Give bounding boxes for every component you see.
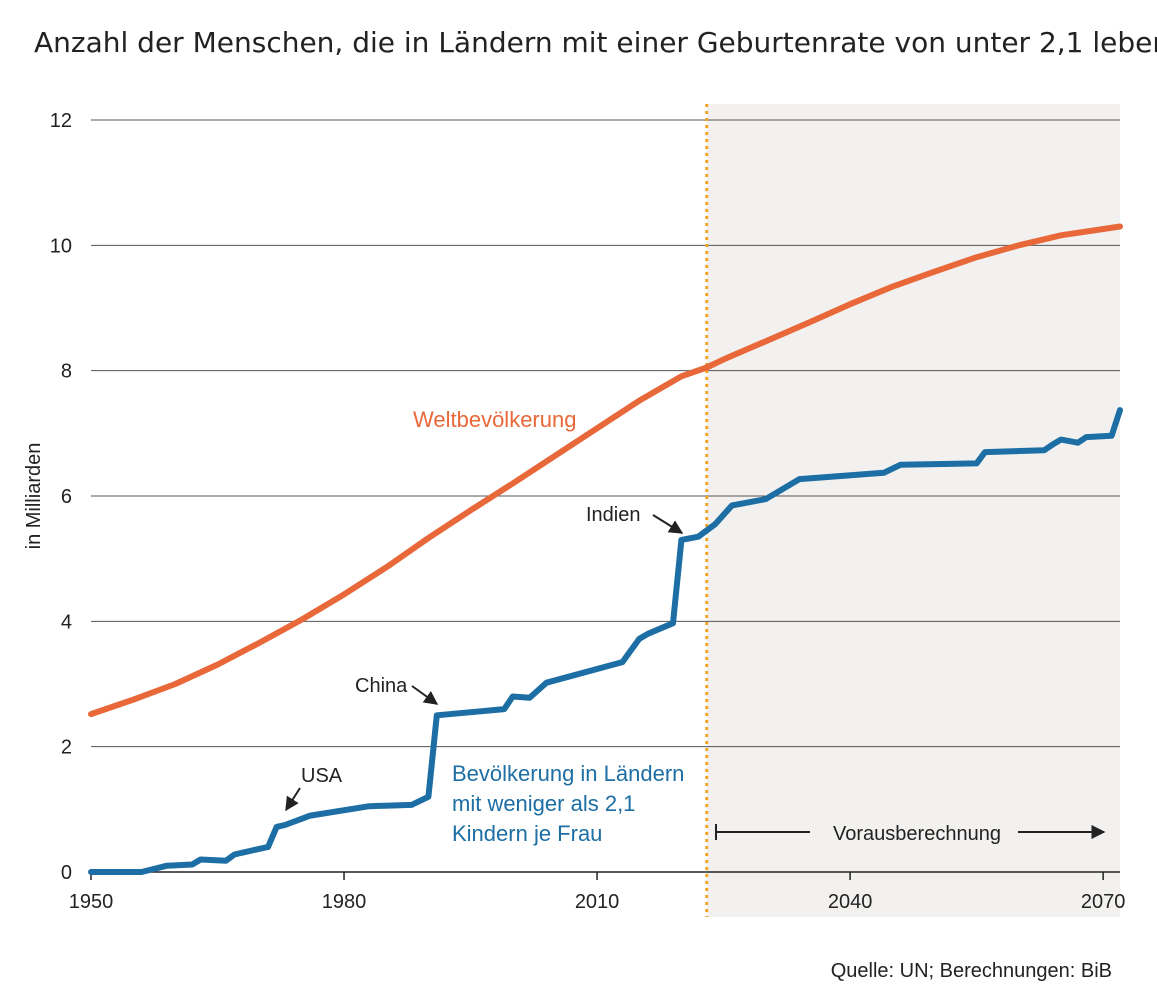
series-line-world — [88, 223, 1123, 718]
series-line-low-fertility — [88, 407, 1123, 875]
series-label-low-fertility: Bevölkerung in Ländern mit weniger als 2… — [452, 761, 691, 846]
annotation-usa: USA — [285, 765, 343, 812]
y-tick-label: 10 — [50, 235, 72, 257]
projection-label: Vorausberechnung — [833, 823, 1001, 845]
y-axis-label: in Milliarden — [23, 443, 45, 550]
x-tick-label: 2010 — [575, 891, 620, 913]
annotation-usa-label: USA — [301, 765, 343, 787]
projection-shade — [706, 104, 1120, 917]
annotation-india-label: Indien — [586, 504, 641, 526]
series-label-low-line-1: Bevölkerung in Ländern — [452, 761, 684, 786]
annotation-china: China — [355, 675, 439, 705]
y-tick-label: 4 — [61, 611, 72, 633]
x-tick-label: 1980 — [322, 891, 367, 913]
y-tick-label: 12 — [50, 110, 72, 132]
x-tick-label: 2040 — [828, 891, 873, 913]
projection-note: Vorausberechnung — [715, 823, 1106, 845]
y-axis: 0 2 4 6 8 10 12 — [50, 110, 72, 884]
series-label-world: Weltbevölkerung — [413, 407, 576, 432]
y-tick-label: 0 — [61, 862, 72, 884]
x-axis: 1950 1980 2010 2040 2070 — [69, 871, 1126, 913]
source-note: Quelle: UN; Berechnungen: BiB — [831, 960, 1112, 982]
y-tick-label: 8 — [61, 361, 72, 383]
series-label-low-line-2: mit weniger als 2,1 — [452, 791, 635, 816]
x-tick-label: 2070 — [1081, 891, 1126, 913]
annotation-china-label: China — [355, 675, 408, 697]
chart-title: Anzahl der Menschen, die in Ländern mit … — [34, 26, 1157, 59]
y-tick-label: 6 — [61, 486, 72, 508]
series-label-low-line-3: Kindern je Frau — [452, 821, 602, 846]
annotation-india-arrow — [652, 514, 684, 534]
annotation-china-arrow — [411, 685, 439, 705]
y-tick-label: 2 — [61, 737, 72, 759]
annotation-usa-arrow — [285, 787, 301, 812]
grid — [91, 119, 1120, 873]
x-tick-label: 1950 — [69, 891, 114, 913]
annotation-india: Indien — [586, 504, 684, 534]
